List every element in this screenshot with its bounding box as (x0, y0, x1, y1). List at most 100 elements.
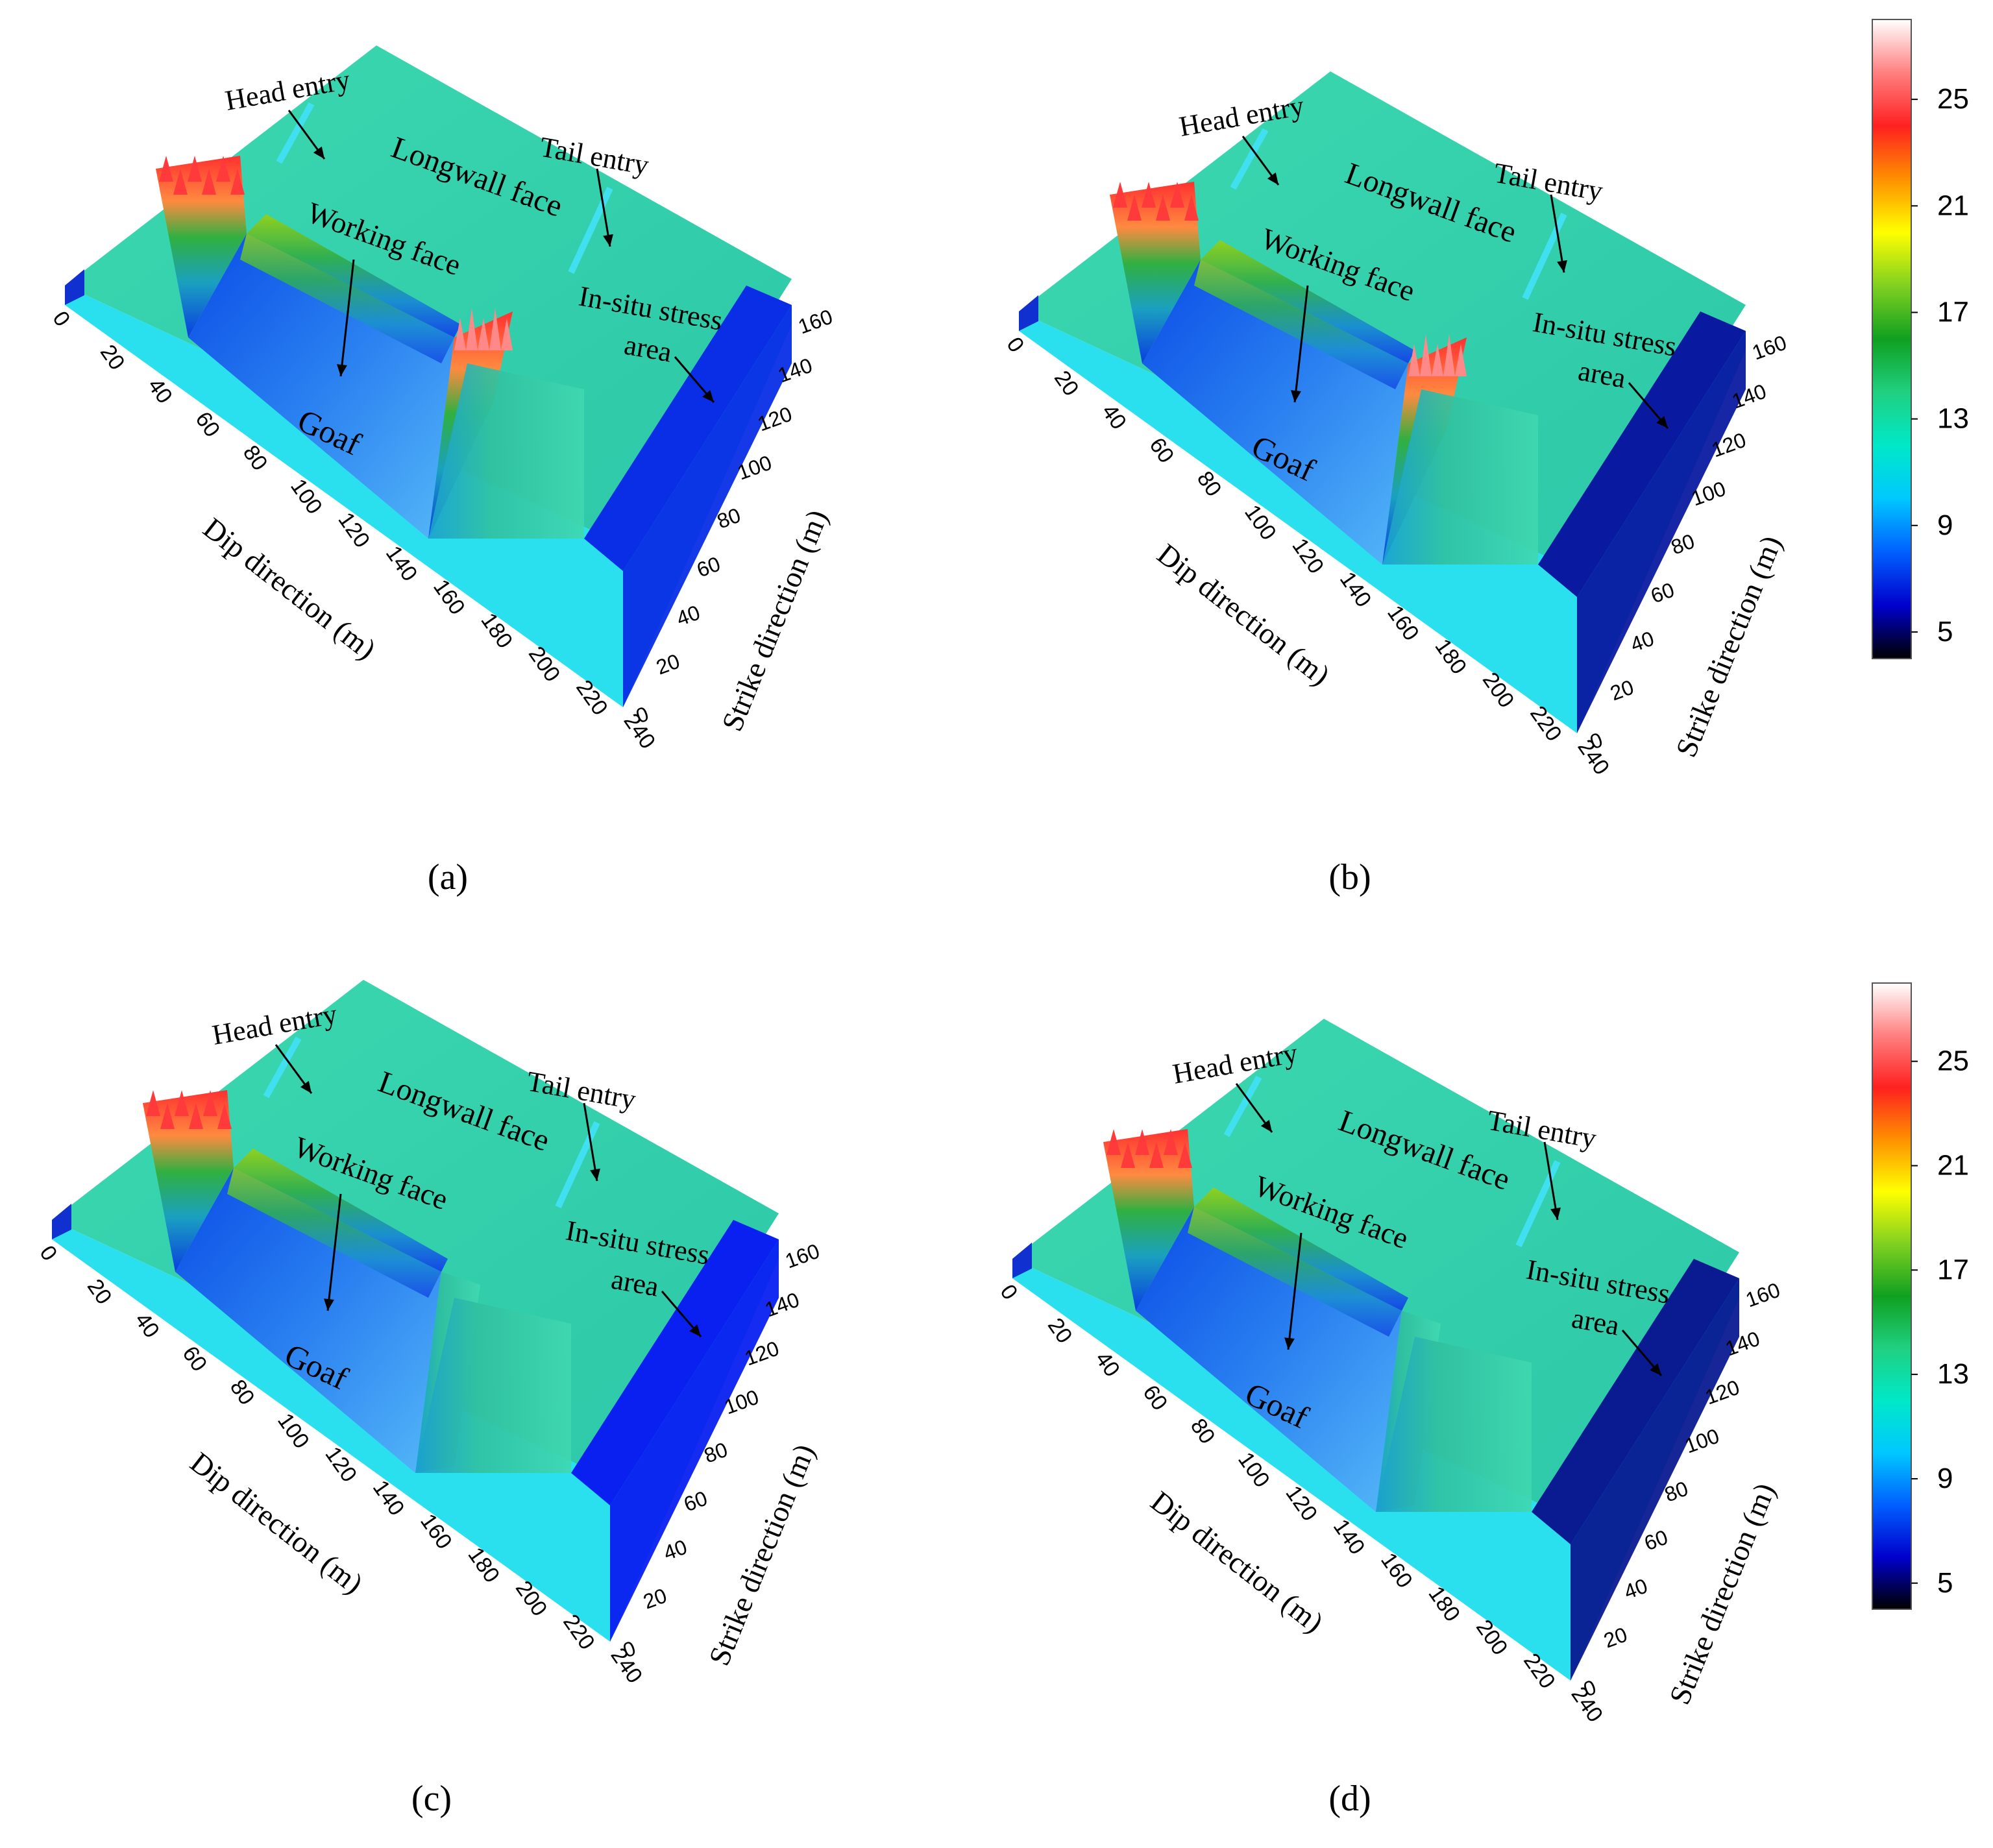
y-tick-60: 60 (1641, 1526, 1671, 1555)
y-tick-160: 160 (795, 304, 835, 338)
y-tick-20: 20 (640, 1584, 670, 1614)
colorbar-tick-13: 13 (1937, 1358, 1969, 1390)
corner-patch (65, 269, 84, 305)
colorbar-bottom: 5 9 13 17 21 25 (1872, 982, 1969, 1610)
in-situ-side (610, 1239, 779, 1642)
colorbar-gradient (1872, 19, 1912, 659)
tail-slope (1382, 389, 1538, 565)
corner-patch (1012, 1243, 1032, 1278)
y-tick-160: 160 (1749, 330, 1789, 364)
colorbar-tick-13: 13 (1937, 403, 1969, 435)
in-situ-side (623, 305, 792, 707)
colorbar-tick-21: 21 (1937, 1149, 1969, 1181)
corner-patch (52, 1204, 71, 1239)
working-face-band (247, 214, 461, 337)
in-situ-strip (571, 1220, 779, 1505)
head-entry-ridge (1223, 1075, 1262, 1137)
colorbar-tick-17: 17 (1937, 1254, 1969, 1285)
plateau-surface (1019, 71, 1746, 571)
in-situ-strip (1538, 311, 1746, 597)
panel-c: 0204060801001201401601802002202400204060… (34, 980, 823, 1688)
plateau-surface (52, 980, 779, 1479)
colorbar-tick-9: 9 (1937, 509, 1953, 541)
tail-entry-arrow (583, 1102, 600, 1182)
y-tick-20: 20 (1607, 675, 1637, 705)
tail-slope (428, 363, 584, 539)
colorbar-gradient (1872, 982, 1912, 1610)
working-face-arrow (1291, 285, 1309, 403)
x-tick-0: 0 (995, 1280, 1022, 1304)
y-tick-20: 20 (1600, 1623, 1630, 1653)
head-entry-arrow (1241, 136, 1280, 186)
working-face-slope (240, 234, 454, 363)
x-tick-0: 0 (47, 307, 75, 331)
y-tick-40: 40 (1621, 1574, 1651, 1604)
panel-a: 0204060801001201401601802002202400204060… (47, 45, 836, 753)
head-entry-ridge (1230, 128, 1269, 190)
working-face-slope (1194, 260, 1408, 389)
tail-entry-arrow (1550, 194, 1567, 273)
slab-front-left (1019, 311, 1577, 733)
y-tick-40: 40 (1628, 627, 1657, 657)
panel-d: 0204060801001201401601802002202400204060… (995, 1019, 1783, 1727)
plateau-surface (65, 45, 792, 545)
in-situ-arrow (1628, 382, 1669, 429)
slab-front-left (65, 286, 623, 707)
colorbar-tick-5: 5 (1937, 1567, 1953, 1599)
in-situ-strip (1532, 1259, 1739, 1544)
tail-entry-arrow (1543, 1141, 1561, 1221)
colorbar-tick-25: 25 (1937, 1045, 1969, 1077)
y-tick-60: 60 (681, 1487, 711, 1516)
working-face-band (1201, 240, 1415, 363)
y-tick-20: 20 (653, 650, 683, 679)
x-tick-0: 0 (34, 1241, 62, 1265)
y-axis-label: Strike direction (m) (702, 1439, 821, 1670)
head-entry-arrow (275, 1044, 313, 1094)
panel-caption: (b) (1328, 857, 1371, 897)
panel-caption: (c) (411, 1779, 452, 1819)
colorbar-top: 5 9 13 17 21 25 (1872, 19, 1969, 659)
y-axis-label: Strike direction (m) (715, 505, 834, 735)
x-tick-0: 0 (1001, 333, 1029, 357)
in-situ-side (1577, 331, 1746, 733)
working-face-band (1194, 1187, 1408, 1311)
panel-b: 0204060801001201401601802002202400204060… (1001, 71, 1790, 779)
y-axis-label: Strike direction (m) (1669, 531, 1788, 761)
slab-front-left (52, 1220, 610, 1642)
working-face-arrow (1284, 1232, 1302, 1350)
working-face-slope (1188, 1207, 1402, 1337)
y-axis-label: Strike direction (m) (1663, 1478, 1781, 1708)
in-situ-side (1571, 1278, 1739, 1681)
colorbar-tick-5: 5 (1937, 616, 1953, 648)
y-tick-40: 40 (661, 1535, 691, 1565)
colorbar-tick-25: 25 (1937, 83, 1969, 115)
in-situ-strip (584, 286, 792, 571)
y-tick-160: 160 (782, 1239, 822, 1272)
panel-caption: (a) (428, 857, 468, 897)
head-side-abutment (143, 1090, 234, 1272)
colorbar-tick-17: 17 (1937, 296, 1969, 328)
y-tick-160: 160 (1742, 1278, 1783, 1311)
working-face-arrow (324, 1193, 342, 1311)
tail-slope (1376, 1337, 1532, 1512)
y-tick-60: 60 (1648, 578, 1678, 608)
colorbar-tick-21: 21 (1937, 189, 1969, 221)
colorbar-tick-9: 9 (1937, 1463, 1953, 1494)
corner-patch (1019, 295, 1038, 331)
in-situ-arrow (674, 356, 715, 403)
head-entry-ridge (276, 102, 315, 164)
head-side-abutment (156, 156, 247, 337)
slab-front-left (1012, 1259, 1571, 1681)
tail-entry-arrow (596, 168, 613, 247)
head-side-abutment (1103, 1129, 1194, 1311)
working-face-band (234, 1149, 448, 1272)
working-face-slope (227, 1168, 441, 1298)
in-situ-arrow (661, 1291, 702, 1337)
head-entry-arrow (287, 110, 326, 160)
working-face-arrow (337, 259, 355, 377)
plateau-surface (1012, 1019, 1739, 1518)
head-entry-arrow (1235, 1083, 1273, 1133)
head-entry-ridge (263, 1036, 302, 1099)
tail-slope (415, 1298, 571, 1473)
